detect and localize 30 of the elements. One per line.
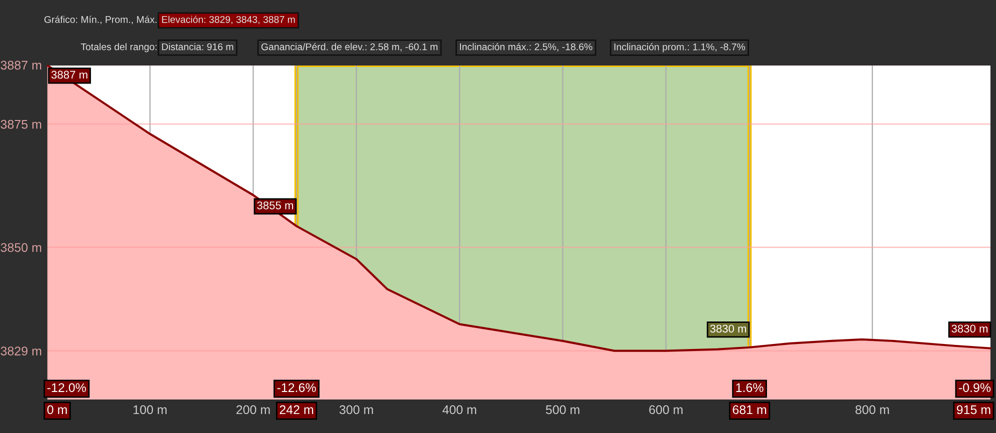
x-tick-label: 800 m (856, 405, 889, 414)
x-tick-label: 200 m (236, 405, 270, 414)
text: Totales del rango: (80, 43, 156, 52)
x-tick-label: 681 m (732, 405, 766, 414)
text: Elevación: 3829, 3843, 3887 m (162, 16, 295, 24)
text: Ganancia/Pérd. de elev.: 2.58 m, -60.1 m (261, 42, 438, 52)
x-tick-label: 915 m (956, 405, 990, 414)
text: Distancia: 916 m (162, 43, 234, 50)
x-tick-label: 100 m (134, 405, 167, 414)
y-tick-label: 3875 m (0, 120, 42, 129)
x-tick-label: 0 m (47, 405, 67, 414)
text: Gráfico: Mín., Prom., Máx. (44, 16, 156, 24)
y-tick-label: 3829 m (0, 346, 42, 356)
annotation: 3830 m (710, 324, 746, 333)
x-tick-label: 500 m (546, 405, 580, 414)
text: Inclinación máx.: 2.5%, -18.6% (460, 42, 592, 52)
annotation: -12.6% (277, 383, 316, 392)
annotation: 1.6% (736, 383, 764, 392)
x-tick-label: 400 m (442, 405, 476, 414)
annotation: -12.0% (47, 383, 86, 392)
annotation: -0.9% (958, 383, 991, 392)
x-tick-label: 300 m (339, 405, 373, 414)
x-tick-label: 242 m (280, 405, 314, 414)
y-tick-label: 3850 m (0, 243, 42, 252)
annotation: 3887 m (51, 70, 88, 79)
annotation: 3830 m (952, 324, 988, 333)
x-tick-label: 600 m (649, 405, 683, 414)
text: Inclinación prom.: 1.1%, -8.7% (614, 43, 746, 52)
y-tick-label: 3887 m (0, 60, 42, 70)
annotation: 3855 m (257, 201, 294, 210)
